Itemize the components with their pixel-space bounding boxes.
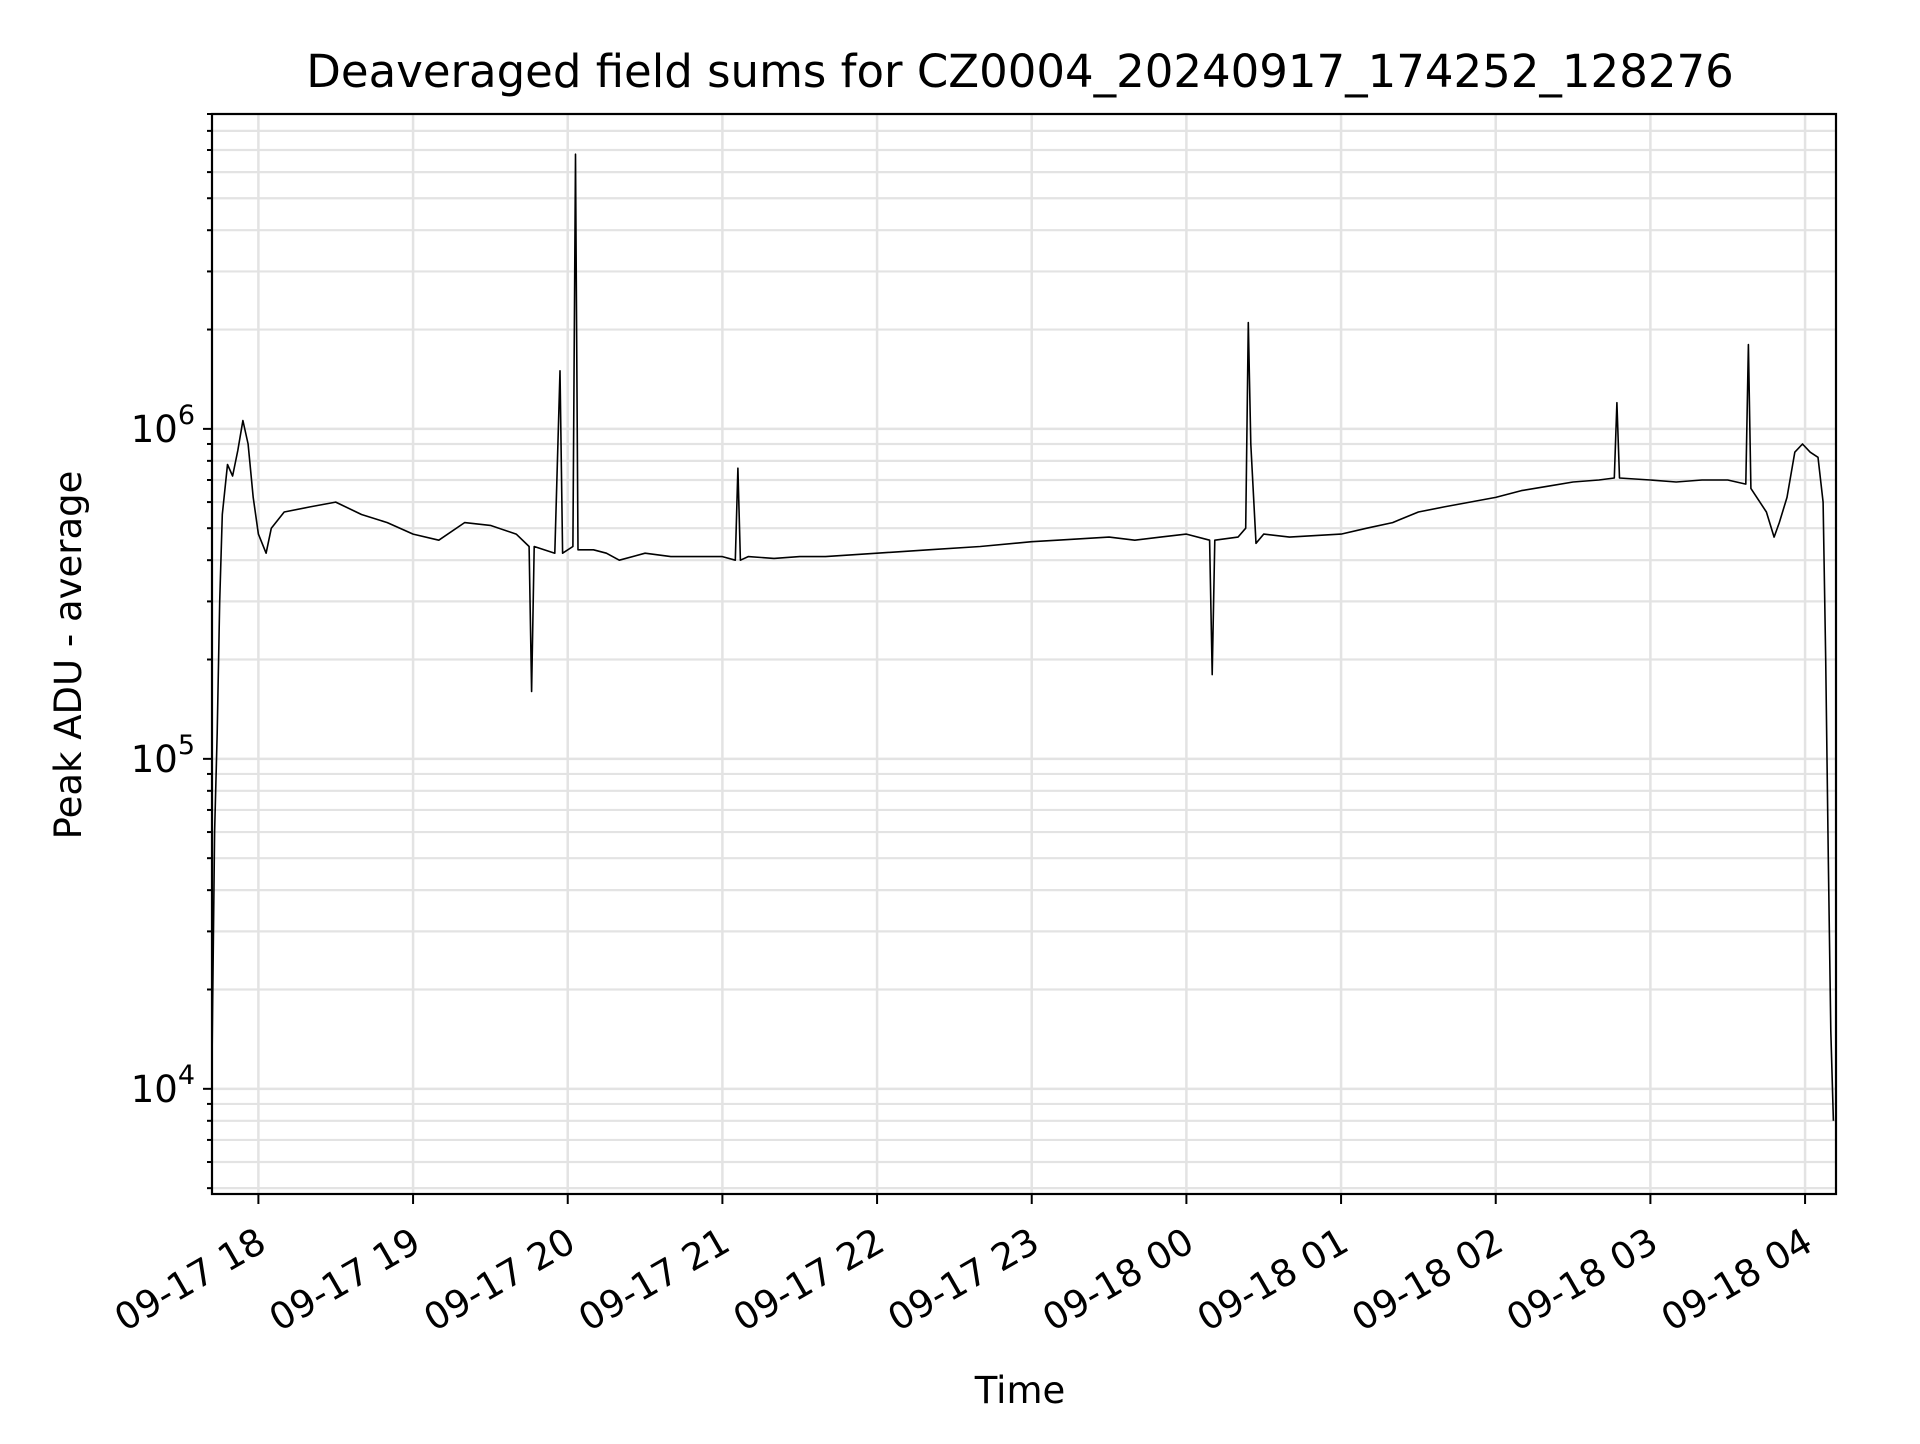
chart-title: Deaveraged field sums for CZ0004_2024091… bbox=[306, 45, 1733, 98]
x-tick-label: 09-17 22 bbox=[726, 1220, 892, 1340]
x-axis-label: Time bbox=[974, 1369, 1066, 1412]
y-axis-label: Peak ADU - average bbox=[47, 471, 90, 840]
x-tick-label: 09-17 19 bbox=[262, 1220, 428, 1340]
series-line bbox=[211, 153, 1835, 1121]
y-tick-label: 106 bbox=[131, 400, 195, 451]
x-tick-label: 09-17 20 bbox=[417, 1220, 583, 1340]
x-tick-label: 09-18 04 bbox=[1654, 1220, 1820, 1340]
x-tick-label: 09-17 18 bbox=[107, 1220, 273, 1340]
x-tick-label: 09-17 21 bbox=[571, 1220, 737, 1340]
x-tick-label: 09-18 00 bbox=[1035, 1220, 1201, 1340]
x-tick-label: 09-17 23 bbox=[881, 1220, 1047, 1340]
x-tick-label: 09-18 03 bbox=[1499, 1220, 1665, 1340]
y-tick-label: 104 bbox=[131, 1060, 195, 1111]
plot-frame bbox=[210, 112, 1838, 1196]
x-tick-label: 09-18 01 bbox=[1190, 1220, 1356, 1340]
series-layer bbox=[211, 153, 1835, 1121]
y-tick-label: 105 bbox=[131, 730, 195, 781]
x-tick-label: 09-18 02 bbox=[1345, 1220, 1511, 1340]
grid-layer bbox=[212, 112, 1836, 1194]
